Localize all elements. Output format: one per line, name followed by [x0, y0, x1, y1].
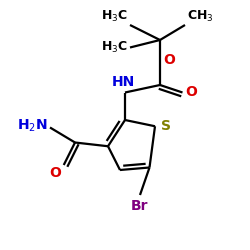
Text: H$_3$C: H$_3$C — [101, 9, 128, 24]
Text: S: S — [160, 119, 170, 133]
Text: H$_3$C: H$_3$C — [101, 40, 128, 55]
Text: H$_2$N: H$_2$N — [17, 118, 48, 134]
Text: O: O — [49, 166, 61, 180]
Text: O: O — [164, 53, 175, 67]
Text: CH$_3$: CH$_3$ — [187, 9, 214, 24]
Text: HN: HN — [112, 76, 136, 90]
Text: Br: Br — [131, 199, 149, 213]
Text: O: O — [186, 86, 198, 100]
